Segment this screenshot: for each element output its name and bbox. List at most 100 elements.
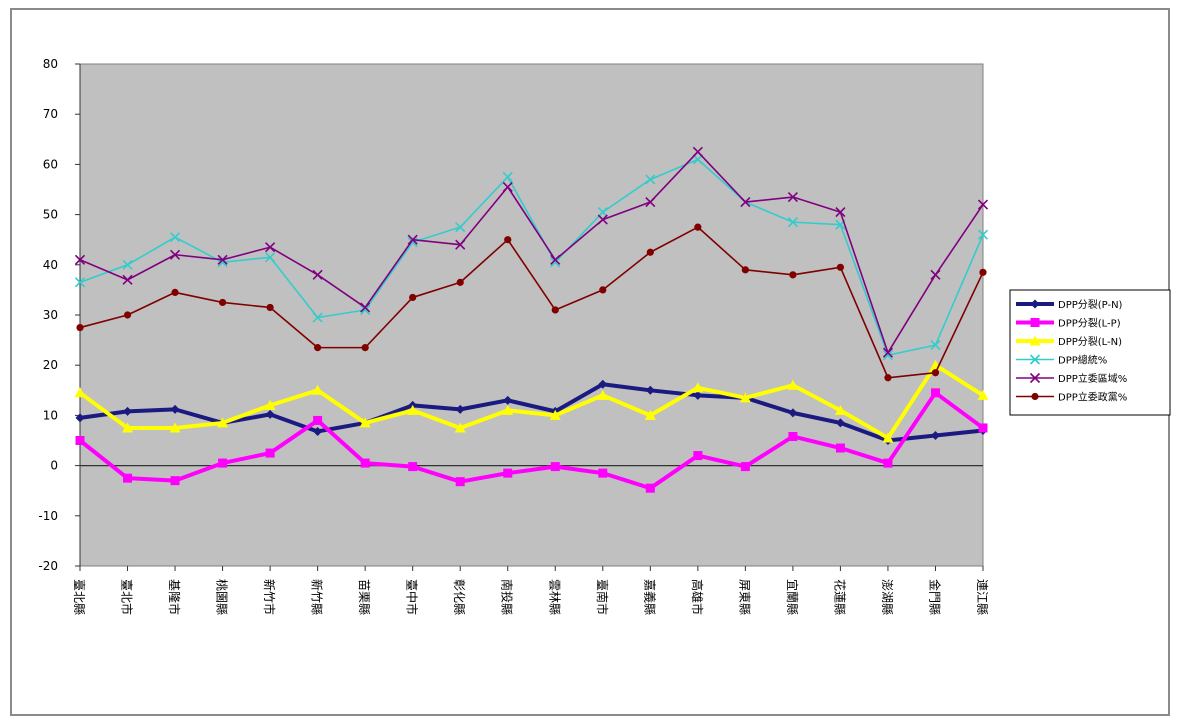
- data-point: [122, 422, 134, 433]
- data-point: [789, 271, 797, 279]
- data-point: [504, 236, 512, 244]
- data-point: [882, 350, 894, 361]
- data-point: [408, 462, 418, 472]
- x-tick-label: 金門縣: [927, 579, 942, 615]
- data-point: [312, 312, 323, 323]
- data-point: [1030, 299, 1040, 309]
- data-point: [930, 340, 941, 351]
- legend-label: DPP分裂(L-N): [1058, 335, 1122, 348]
- data-point: [931, 369, 940, 377]
- data-point: [739, 392, 751, 403]
- data-point: [599, 286, 607, 294]
- legend-item: DPP分裂(L-N): [1016, 335, 1122, 348]
- y-tick-label: -10: [38, 509, 58, 523]
- y-tick-label: 0: [50, 459, 58, 473]
- legend-item: DPP分裂(P-N): [1016, 298, 1123, 311]
- data-point: [407, 234, 418, 245]
- series-4: [74, 154, 989, 361]
- data-point: [123, 406, 133, 416]
- data-point: [646, 248, 654, 256]
- series-5: [74, 146, 989, 358]
- data-point: [787, 379, 799, 390]
- data-point: [1030, 318, 1040, 327]
- y-tick-label: 40: [43, 258, 58, 272]
- data-point: [312, 269, 323, 280]
- x-tick-label: 臺中市: [405, 579, 420, 615]
- x-tick-label: 高雄市: [690, 579, 705, 615]
- x-tick-label: 宜蘭縣: [785, 579, 800, 615]
- data-point: [409, 293, 417, 302]
- data-point: [835, 207, 846, 218]
- data-point: [74, 254, 86, 265]
- data-point: [361, 344, 369, 352]
- data-point: [645, 385, 655, 395]
- x-tick-label: 花蓮縣: [832, 579, 847, 615]
- data-point: [550, 462, 560, 472]
- data-point: [645, 174, 656, 185]
- data-point: [455, 239, 466, 250]
- data-point: [693, 451, 703, 461]
- data-point: [645, 196, 656, 208]
- data-point: [455, 404, 465, 414]
- data-point: [692, 154, 703, 165]
- series-line: [78, 363, 985, 440]
- series-line: [79, 158, 984, 356]
- data-point: [266, 303, 274, 312]
- legend-label: DPP立委政黨%: [1058, 391, 1127, 404]
- data-point: [977, 389, 989, 400]
- data-point: [312, 384, 324, 395]
- y-tick-label: 50: [43, 208, 58, 222]
- data-point: [694, 223, 702, 231]
- data-point: [76, 323, 84, 332]
- data-point: [456, 278, 464, 286]
- data-point: [360, 304, 371, 316]
- data-point: [930, 430, 940, 440]
- x-tick-label: 臺北縣: [72, 579, 87, 615]
- data-point: [502, 181, 513, 193]
- x-tick-label: 澎湖縣: [880, 579, 895, 615]
- legend-label: DPP分裂(P-N): [1058, 298, 1123, 311]
- y-tick-label: 70: [43, 107, 58, 121]
- data-point: [265, 409, 275, 419]
- data-point: [502, 171, 513, 183]
- data-point: [550, 254, 561, 265]
- x-tick-label: 新竹市: [262, 579, 277, 615]
- data-point: [503, 468, 513, 478]
- data-point: [882, 432, 894, 443]
- data-point: [740, 462, 750, 472]
- data-point: [978, 423, 988, 433]
- y-tick-label: -20: [38, 559, 58, 573]
- y-tick-label: 80: [43, 57, 58, 71]
- data-point: [597, 389, 609, 400]
- data-point: [645, 483, 655, 493]
- data-point: [835, 418, 845, 428]
- legend-label: DPP總統%: [1058, 354, 1107, 367]
- data-point: [171, 288, 179, 297]
- data-point: [75, 436, 85, 445]
- data-point: [359, 417, 371, 428]
- data-point: [883, 458, 893, 468]
- data-point: [122, 259, 133, 270]
- data-point: [218, 298, 227, 307]
- data-point: [550, 257, 561, 268]
- x-tick-label: 雲林縣: [547, 579, 561, 615]
- data-point: [170, 404, 180, 414]
- data-point: [644, 409, 656, 420]
- data-point: [74, 277, 86, 288]
- x-tick-label: 基隆市: [167, 579, 182, 615]
- data-point: [598, 379, 608, 389]
- data-point: [169, 422, 181, 433]
- data-point: [313, 426, 323, 436]
- y-tick-label: 20: [43, 358, 58, 372]
- y-axis: 80 70 60 50 40 30 20 10 0 -10 -20: [38, 57, 81, 573]
- data-point: [884, 374, 892, 382]
- data-point: [977, 229, 989, 240]
- data-point: [741, 266, 749, 274]
- series-3: [74, 359, 989, 443]
- series-line: [78, 390, 985, 491]
- data-point: [360, 302, 371, 313]
- data-point: [313, 415, 323, 425]
- data-point: [834, 404, 846, 415]
- data-point: [979, 268, 987, 276]
- data-point: [407, 404, 419, 415]
